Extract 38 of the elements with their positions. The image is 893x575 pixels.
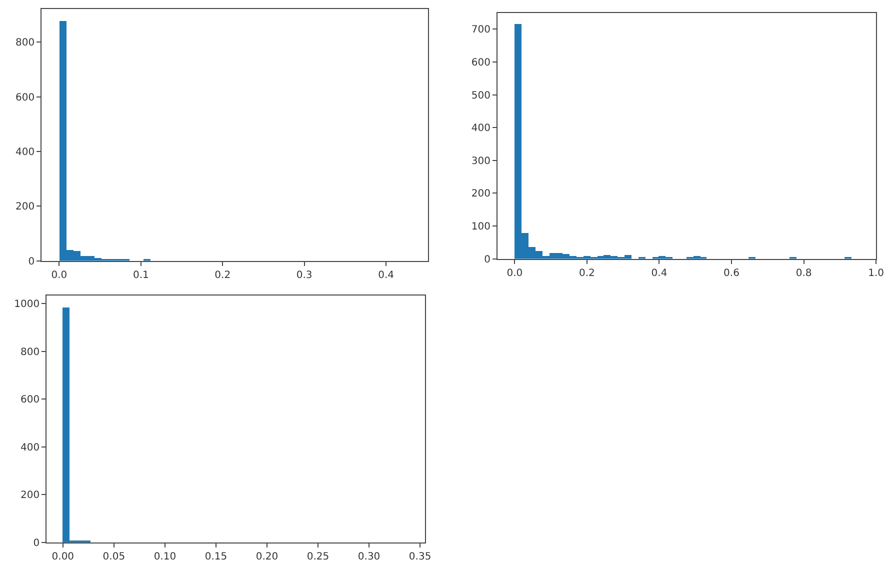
x-tick-label: 0.35 [408,551,432,562]
x-tick-label: 0.20 [256,551,278,562]
y-tick-label: 600 [20,394,40,406]
y-tick-label: 300 [471,156,491,167]
x-tick-label: 0.00 [52,551,74,562]
y-tick-label: 500 [471,90,491,102]
y-tick-label: 400 [471,123,491,134]
x-tick-label: 0.8 [796,268,812,279]
x-tick-label: 0.0 [506,268,523,279]
y-tick-label: 800 [16,38,35,49]
y-tick-label: 200 [16,202,35,213]
y-tick-label: 400 [20,442,40,454]
y-tick-label: 700 [471,24,491,36]
x-tick-label: 1.0 [868,268,884,279]
x-tick-label: 0.25 [306,551,330,562]
x-tick-label: 0.3 [296,270,312,281]
y-tick-label: 200 [471,188,491,200]
y-tick-label: 600 [16,92,35,104]
y-tick-label: 200 [20,490,40,502]
x-tick-label: 0.0 [51,270,68,281]
y-tick-label: 0 [28,256,35,268]
y-tick-label: 600 [471,58,491,69]
y-tick-label: 0 [33,538,40,549]
y-tick-label: 400 [16,147,35,158]
x-tick-label: 0.10 [154,551,176,562]
x-tick-label: 0.6 [724,268,740,279]
y-tick-label: 1000 [14,299,40,310]
x-tick-label: 0.4 [378,270,394,281]
y-tick-label: 100 [471,222,491,233]
x-tick-label: 0.2 [214,270,231,281]
y-tick-label: 0 [484,254,491,266]
y-tick-label: 800 [20,346,40,358]
x-tick-label: 0.1 [132,270,149,281]
x-tick-label: 0.2 [579,268,595,279]
x-tick-label: 0.4 [651,268,668,279]
x-tick-label: 0.05 [102,551,126,562]
x-tick-label: 0.15 [204,551,228,562]
x-tick-label: 0.30 [358,551,380,562]
